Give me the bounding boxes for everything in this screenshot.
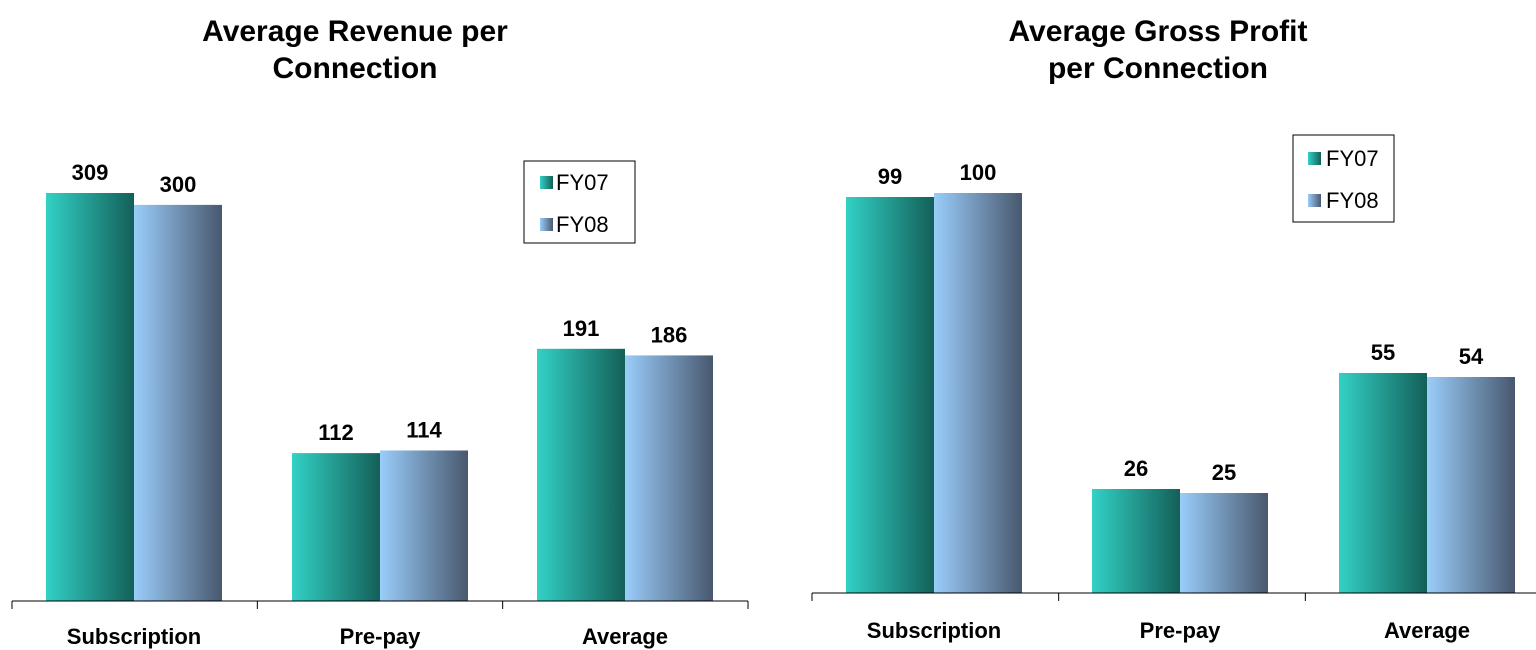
bar-group: 99 100 26 25 55 54 (846, 160, 1515, 593)
category-label: Average (582, 624, 668, 649)
bar-group: 309 300 112 114 191 186 (46, 160, 713, 602)
chart-gross-profit: Average Gross Profit per Connection 99 10… (811, 15, 1536, 643)
legend-box (1292, 134, 1395, 223)
legend-swatch-fy07 (540, 176, 553, 189)
data-label: 186 (651, 322, 688, 347)
bar-fy08-subscription (934, 193, 1022, 593)
data-label: 55 (1371, 340, 1395, 365)
bar-fy07-average (537, 348, 625, 601)
category-label: Average (1384, 618, 1470, 643)
legend-swatch-fy07 (1308, 152, 1321, 165)
legend-swatch-fy08 (540, 218, 553, 231)
legend-label-fy07: FY07 (1326, 146, 1379, 171)
x-axis: Subscription Pre-pay Average (811, 592, 1536, 643)
data-label: 25 (1212, 460, 1236, 485)
chart-title-line-2: Connection (273, 52, 438, 85)
bar-fy08-average (1427, 377, 1515, 593)
category-label: Pre-pay (340, 624, 421, 649)
data-label: 300 (160, 172, 197, 197)
legend-swatch-fy08 (1308, 194, 1321, 207)
data-label: 99 (878, 164, 902, 189)
bar-fy08-subscription (134, 204, 222, 602)
data-label: 114 (406, 417, 442, 442)
legend: FY07 FY08 (1292, 134, 1395, 223)
bar-fy07-average (1339, 373, 1427, 593)
bar-fy08-pre-pay (1180, 493, 1268, 593)
legend-label-fy08: FY08 (1326, 188, 1379, 213)
chart-title-line-2: per Connection (1048, 52, 1268, 85)
data-label: 309 (72, 160, 109, 185)
chart-revenue: Average Revenue per Connection 309 300 112… (11, 15, 749, 649)
bar-fy07-subscription (46, 193, 134, 601)
data-label: 112 (318, 420, 354, 445)
x-axis: Subscription Pre-pay Average (11, 600, 749, 649)
category-label: Subscription (867, 618, 1001, 643)
bar-fy08-pre-pay (380, 450, 468, 601)
bar-fy08-average (625, 355, 713, 601)
category-label: Subscription (67, 624, 201, 649)
data-label: 26 (1124, 456, 1148, 481)
legend-label-fy08: FY08 (556, 212, 609, 237)
legend: FY07 FY08 (523, 160, 636, 244)
data-label: 191 (563, 316, 600, 341)
legend-label-fy07: FY07 (556, 170, 609, 195)
category-label: Pre-pay (1140, 618, 1221, 643)
bar-fy07-pre-pay (292, 453, 380, 601)
bar-fy07-pre-pay (1092, 489, 1180, 593)
data-label: 54 (1459, 344, 1484, 369)
bar-fy07-subscription (846, 197, 934, 593)
chart-title-line-1: Average Gross Profit (1009, 15, 1308, 48)
chart-title-line-1: Average Revenue per (202, 15, 508, 48)
data-label: 100 (960, 160, 997, 185)
